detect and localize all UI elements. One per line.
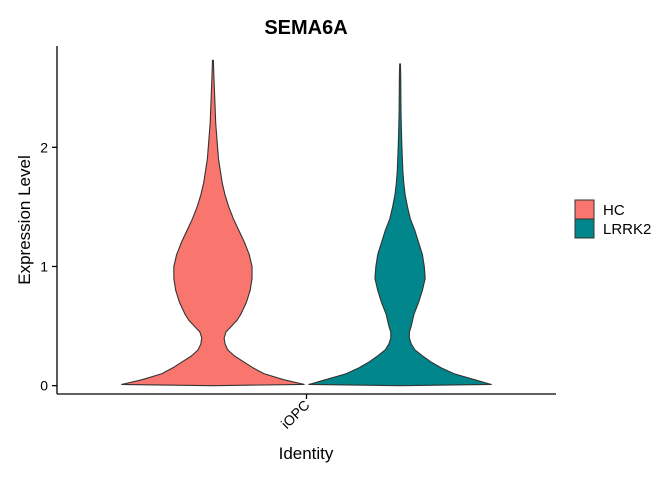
chart-title: SEMA6A xyxy=(264,17,347,39)
legend-key-hc xyxy=(574,199,595,220)
x-tick-label: iOPC xyxy=(278,397,313,432)
y-tick-label: 0 xyxy=(40,378,48,394)
y-tick-label: 1 xyxy=(40,258,48,274)
legend-label-hc: HC xyxy=(603,202,625,219)
legend-key-lrrk2 xyxy=(574,218,595,239)
violin-hc xyxy=(121,59,305,387)
y-axis-ticks: 0 1 2 xyxy=(40,139,57,394)
violin-lrrk2 xyxy=(308,63,492,387)
violin-layer xyxy=(121,59,492,387)
y-tick-label: 2 xyxy=(40,139,48,155)
legend-label-lrrk2: LRRK2 xyxy=(603,221,651,238)
x-axis-ticks: iOPC xyxy=(278,394,313,432)
y-axis-title: Expression Level xyxy=(15,155,34,284)
x-axis-title: Identity xyxy=(279,444,334,463)
legend: HC LRRK2 xyxy=(574,199,651,239)
